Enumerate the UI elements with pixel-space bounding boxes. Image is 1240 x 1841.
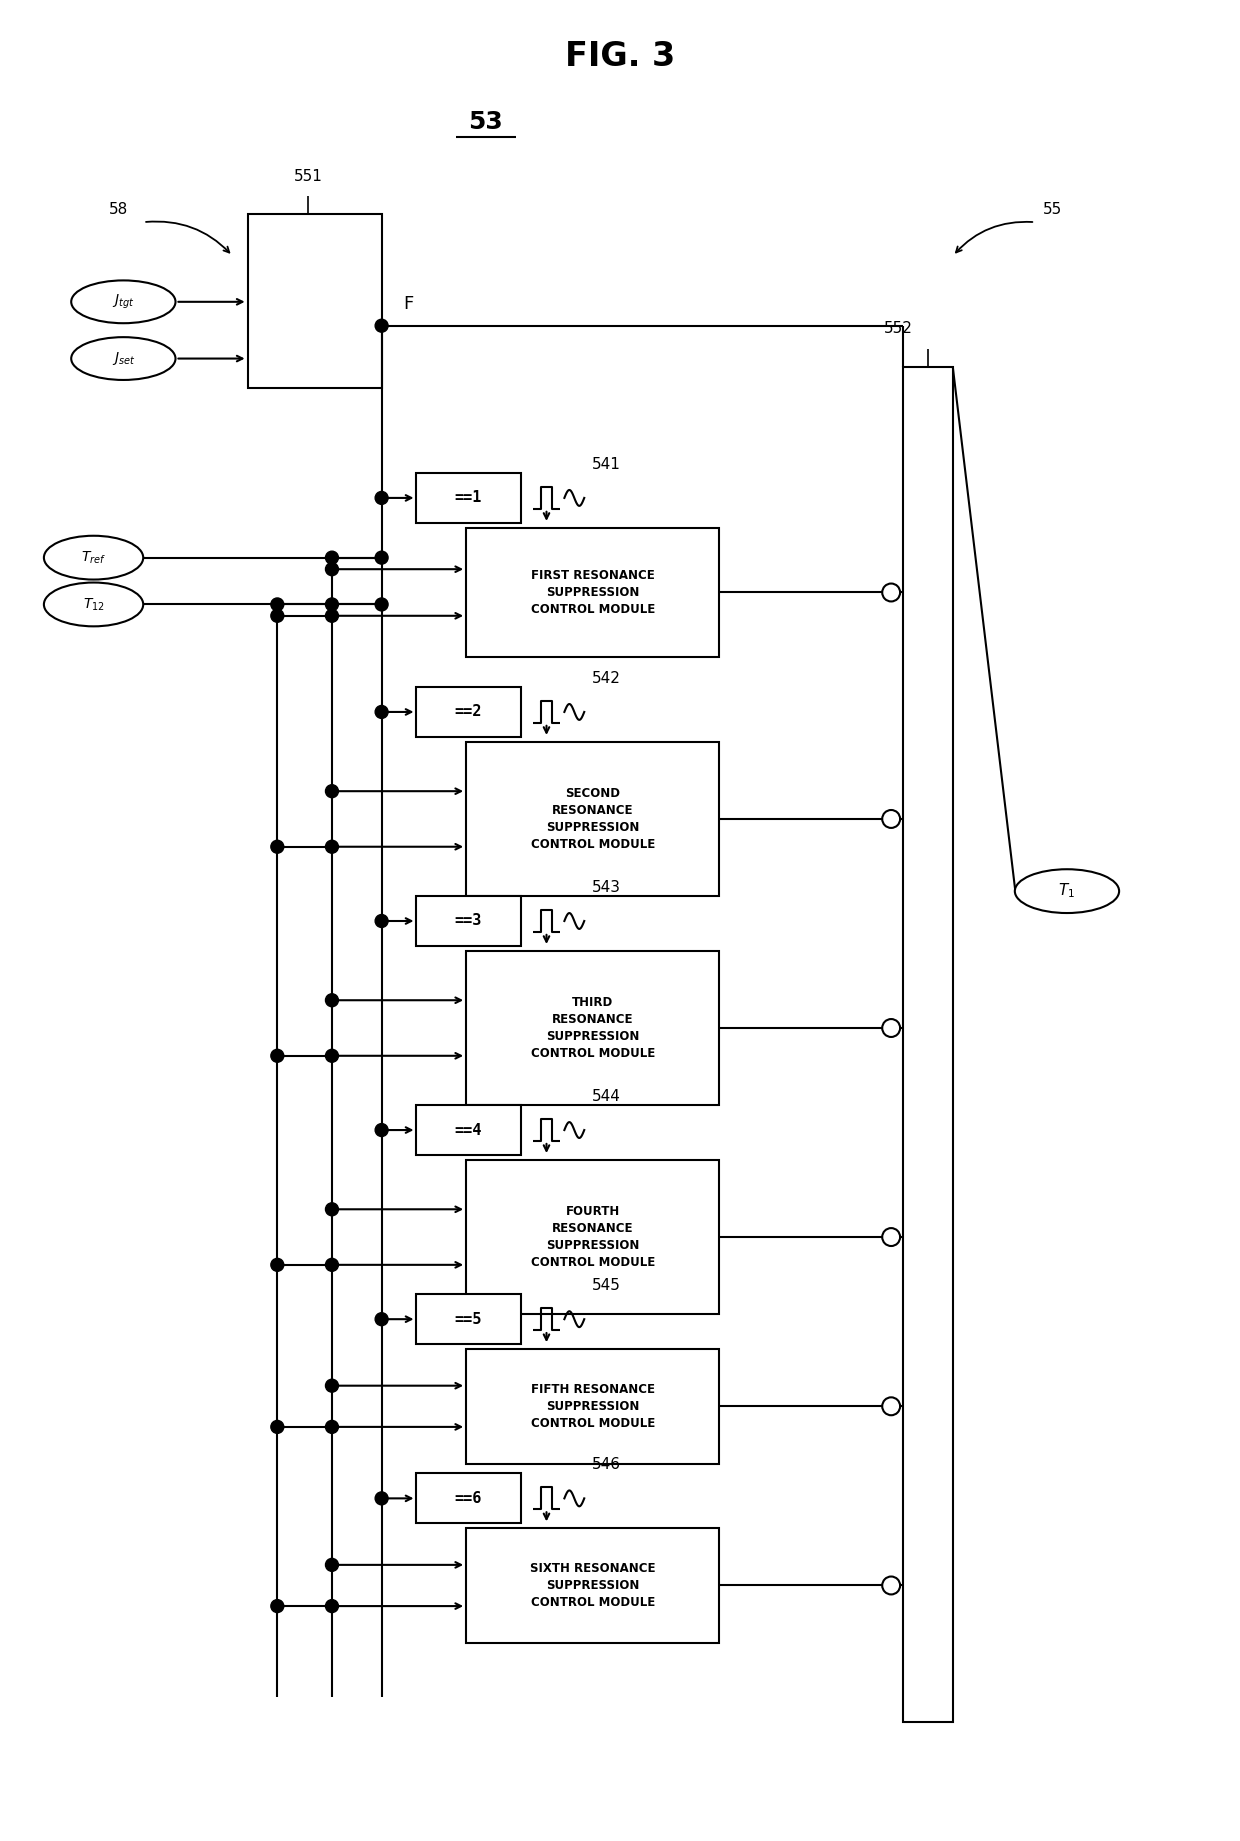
Circle shape <box>270 1259 284 1272</box>
Circle shape <box>270 839 284 852</box>
Circle shape <box>325 598 339 611</box>
Circle shape <box>882 1020 900 1036</box>
Ellipse shape <box>43 536 144 580</box>
Circle shape <box>882 1576 900 1594</box>
Circle shape <box>270 1421 284 1434</box>
Circle shape <box>882 1228 900 1246</box>
Circle shape <box>376 915 388 928</box>
Circle shape <box>376 1491 388 1504</box>
Text: SECOND
RESONANCE
SUPPRESSION
CONTROL MODULE: SECOND RESONANCE SUPPRESSION CONTROL MOD… <box>531 786 655 851</box>
Text: $T_{ref}$: $T_{ref}$ <box>81 549 107 565</box>
Circle shape <box>325 1259 339 1272</box>
Text: 551: 551 <box>294 169 322 184</box>
Circle shape <box>882 584 900 602</box>
Text: ==4: ==4 <box>455 1123 482 1138</box>
Bar <box>417 473 521 523</box>
Text: 58: 58 <box>109 203 128 217</box>
Text: 543: 543 <box>593 880 621 895</box>
Bar <box>466 1160 719 1314</box>
Circle shape <box>270 598 284 611</box>
Text: ==1: ==1 <box>455 490 482 506</box>
Circle shape <box>376 550 388 563</box>
Circle shape <box>325 1600 339 1613</box>
Text: 541: 541 <box>593 457 621 471</box>
Text: ==6: ==6 <box>455 1491 482 1506</box>
Circle shape <box>325 609 339 622</box>
Circle shape <box>882 810 900 828</box>
Bar <box>417 687 521 736</box>
Circle shape <box>270 1600 284 1613</box>
Circle shape <box>325 1049 339 1062</box>
Text: THIRD
RESONANCE
SUPPRESSION
CONTROL MODULE: THIRD RESONANCE SUPPRESSION CONTROL MODU… <box>531 996 655 1060</box>
Circle shape <box>376 1123 388 1136</box>
Bar <box>417 1473 521 1523</box>
Text: $T_1$: $T_1$ <box>1059 882 1075 900</box>
Circle shape <box>882 1397 900 1416</box>
Ellipse shape <box>71 337 176 379</box>
Circle shape <box>325 1379 339 1392</box>
Circle shape <box>325 563 339 576</box>
Text: 55: 55 <box>1043 203 1061 217</box>
Text: FIRST RESONANCE
SUPPRESSION
CONTROL MODULE: FIRST RESONANCE SUPPRESSION CONTROL MODU… <box>531 569 655 617</box>
Bar <box>466 1528 719 1642</box>
Text: 546: 546 <box>593 1458 621 1473</box>
Bar <box>903 366 952 1723</box>
Circle shape <box>270 609 284 622</box>
Bar <box>466 742 719 897</box>
Circle shape <box>325 1421 339 1434</box>
Circle shape <box>325 1557 339 1572</box>
Bar <box>417 897 521 946</box>
Text: FOURTH
RESONANCE
SUPPRESSION
CONTROL MODULE: FOURTH RESONANCE SUPPRESSION CONTROL MOD… <box>531 1206 655 1268</box>
Ellipse shape <box>1014 869 1120 913</box>
Circle shape <box>270 1049 284 1062</box>
Text: $J_{set}$: $J_{set}$ <box>112 350 135 366</box>
Text: $J_{tgt}$: $J_{tgt}$ <box>112 293 135 311</box>
Text: 545: 545 <box>593 1278 621 1294</box>
Text: 53: 53 <box>469 110 503 134</box>
Circle shape <box>325 1202 339 1215</box>
Circle shape <box>325 839 339 852</box>
Bar <box>417 1105 521 1154</box>
Text: 552: 552 <box>884 320 913 337</box>
Text: 544: 544 <box>593 1090 621 1105</box>
Circle shape <box>376 598 388 611</box>
Text: FIG. 3: FIG. 3 <box>565 41 675 74</box>
Bar <box>248 214 382 388</box>
Bar <box>466 950 719 1105</box>
Circle shape <box>325 550 339 563</box>
Circle shape <box>376 1313 388 1326</box>
Circle shape <box>376 705 388 718</box>
Bar <box>466 528 719 657</box>
Text: ==5: ==5 <box>455 1311 482 1327</box>
Circle shape <box>325 784 339 797</box>
Text: $T_{12}$: $T_{12}$ <box>83 596 104 613</box>
Text: FIFTH RESONANCE
SUPPRESSION
CONTROL MODULE: FIFTH RESONANCE SUPPRESSION CONTROL MODU… <box>531 1383 655 1430</box>
Text: ==2: ==2 <box>455 705 482 720</box>
Circle shape <box>376 492 388 504</box>
Text: F: F <box>403 295 414 313</box>
Ellipse shape <box>43 582 144 626</box>
Ellipse shape <box>71 280 176 324</box>
Circle shape <box>376 318 388 331</box>
Text: ==3: ==3 <box>455 913 482 928</box>
Text: SIXTH RESONANCE
SUPPRESSION
CONTROL MODULE: SIXTH RESONANCE SUPPRESSION CONTROL MODU… <box>529 1561 656 1609</box>
Circle shape <box>325 994 339 1007</box>
Text: 542: 542 <box>593 672 621 687</box>
Bar <box>466 1349 719 1464</box>
Bar <box>417 1294 521 1344</box>
